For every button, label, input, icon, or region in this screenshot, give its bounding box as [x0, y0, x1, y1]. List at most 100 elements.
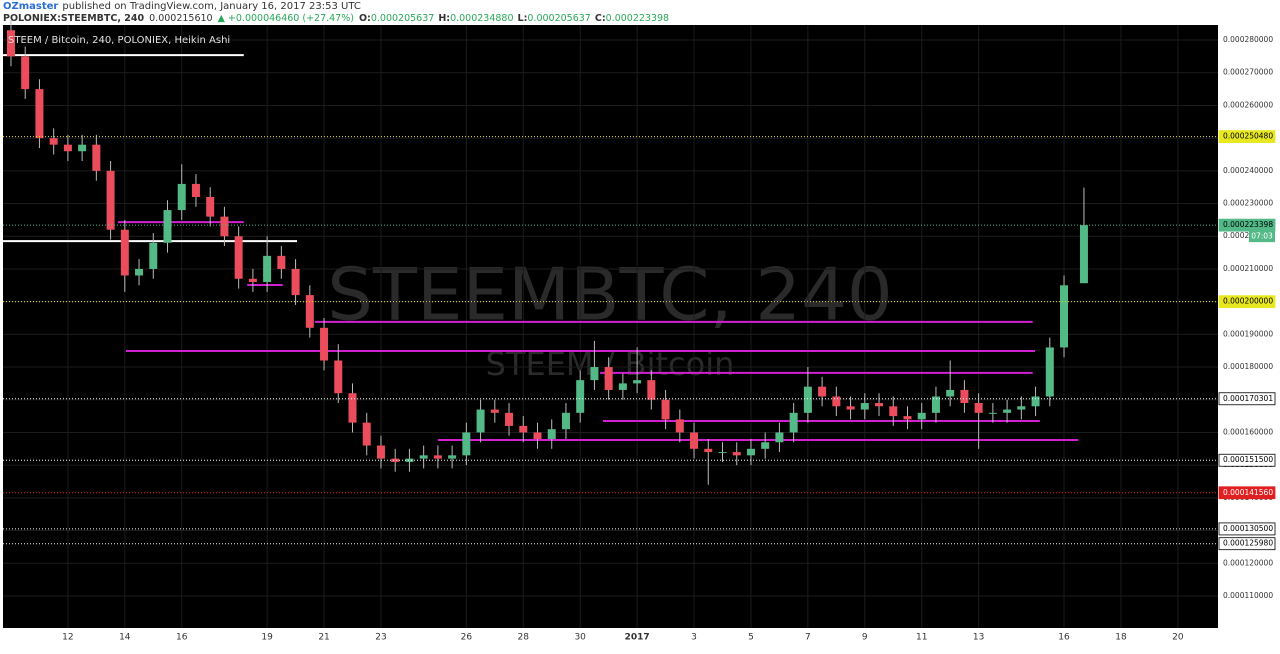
candle-body: [291, 268, 300, 296]
candle-body: [476, 409, 485, 433]
x-tick-label: 28: [518, 633, 530, 643]
candle-body: [732, 452, 741, 456]
change: ▲ +0.000046460 (+27.47%): [218, 13, 354, 24]
x-tick-label: 19: [261, 633, 273, 643]
candle-body: [490, 409, 499, 413]
legend: STEEM / Bitcoin, 240, POLONIEX, Heikin A…: [8, 35, 230, 46]
price-label-box: [1218, 522, 1276, 536]
candle-body: [419, 455, 428, 459]
candle-body: [661, 399, 670, 420]
candle-body: [177, 183, 186, 211]
candle-body: [135, 268, 144, 276]
candle-body: [191, 183, 200, 198]
price-label: 0.000250480: [1223, 132, 1273, 141]
plot-area: [3, 25, 1218, 628]
candle-body: [106, 170, 115, 230]
candle-body: [946, 389, 955, 397]
y-tick-label: 0.000120000: [1223, 558, 1273, 567]
candle-body: [860, 403, 869, 410]
candle-body: [1079, 225, 1088, 284]
candle-body: [633, 380, 642, 384]
candle-body: [505, 412, 514, 426]
candle-body: [1031, 396, 1040, 407]
candle-body: [704, 448, 713, 453]
y-tick-label: 0.000190000: [1223, 329, 1273, 338]
price-label-box: [1218, 486, 1276, 500]
candle-body: [746, 448, 755, 456]
candle-body: [163, 210, 172, 243]
candle-body: [576, 380, 585, 413]
price-label: 0.000170301: [1223, 394, 1273, 403]
price-label-box: [1218, 453, 1276, 467]
candle-body: [35, 89, 44, 139]
y-tick-label: 0.000280000: [1223, 35, 1273, 44]
y-tick-label: 0.000220000: [1223, 231, 1273, 240]
candle-body: [547, 429, 556, 439]
price-label: 0.000130500: [1223, 524, 1273, 533]
candle-body: [320, 327, 329, 361]
author[interactable]: OZmaster: [3, 1, 58, 12]
candle-body: [675, 419, 684, 433]
candle-body: [149, 242, 158, 269]
y-tick-label: 0.000110000: [1223, 591, 1273, 600]
x-tick-label: 21: [318, 633, 329, 643]
candle-body: [1060, 285, 1069, 348]
price-label-box: [1218, 295, 1276, 309]
candle-body: [718, 452, 727, 454]
c: 0.000223398: [606, 13, 669, 24]
c-label: C:: [595, 13, 606, 24]
candle-body: [903, 416, 912, 420]
l-label: L:: [518, 13, 528, 24]
candle-body: [63, 144, 72, 152]
candle-body: [120, 229, 129, 276]
candle-body: [92, 144, 101, 171]
h: 0.000234880: [450, 13, 513, 24]
price-label-box: [1218, 130, 1276, 143]
candle-body: [405, 458, 414, 462]
candle-body: [533, 432, 542, 439]
candle-body: [519, 425, 528, 433]
candle-body: [21, 56, 30, 90]
y-tick-label: 0.000180000: [1223, 362, 1273, 371]
candle-body: [917, 412, 926, 420]
price-label-box: [1218, 218, 1276, 232]
candle-body: [988, 412, 997, 414]
header-line1: OZmaster published on TradingView.com, Ja…: [3, 1, 361, 12]
candle-body: [220, 216, 229, 237]
price-label: 0.000125980: [1223, 539, 1273, 548]
candle-body: [305, 295, 314, 328]
candle-body: [775, 432, 784, 443]
candle-body: [846, 406, 855, 410]
price-label: 0.000223398: [1223, 220, 1273, 229]
x-tick-label: 20: [1172, 633, 1184, 643]
y-tick-label: 0.000230000: [1223, 199, 1273, 208]
x-tick-label: 14: [119, 633, 131, 643]
y-tick-label: 0.000160000: [1223, 427, 1273, 436]
symbol: POLONIEX:STEEMBTC, 240: [3, 13, 145, 24]
countdown-box: [1249, 231, 1275, 243]
candle-body: [49, 138, 58, 145]
h-label: H:: [438, 13, 450, 24]
countdown: 07:03: [1251, 232, 1273, 241]
x-tick-label: 18: [1115, 633, 1127, 643]
x-tick-label: 30: [574, 633, 586, 643]
x-tick-label: 11: [916, 633, 927, 643]
candle-body: [348, 393, 357, 423]
candle-body: [263, 255, 272, 283]
candle-body: [376, 445, 385, 459]
candle-body: [789, 412, 798, 433]
candle-body: [931, 396, 940, 413]
candle-body: [277, 255, 286, 269]
candle-body: [391, 458, 400, 462]
x-tick-label: 16: [176, 633, 188, 643]
x-tick-label: 7: [805, 633, 811, 643]
x-tick-label: 12: [62, 633, 73, 643]
candle-body: [462, 432, 471, 456]
candle-body: [1003, 409, 1012, 413]
candle-body: [875, 403, 884, 407]
candle-body: [690, 432, 699, 449]
header-line2: POLONIEX:STEEMBTC, 240 0.000215610 ▲ +0.00…: [3, 13, 669, 24]
x-tick-label: 2017: [625, 633, 650, 643]
x-tick-label: 23: [375, 633, 386, 643]
